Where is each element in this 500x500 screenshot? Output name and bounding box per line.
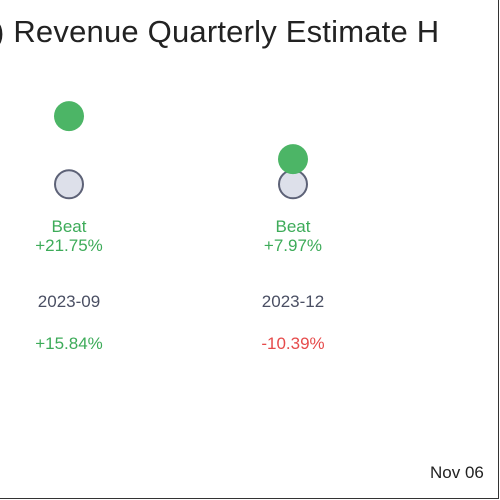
change-label: +15.84% bbox=[35, 334, 103, 353]
estimate-point bbox=[54, 169, 84, 200]
estimate-point bbox=[278, 169, 308, 200]
change-label: -10.39% bbox=[261, 334, 324, 353]
result-label: Beat bbox=[276, 217, 311, 236]
chart-title: ) Revenue Quarterly Estimate H bbox=[0, 14, 440, 49]
result-label: Beat bbox=[52, 217, 87, 236]
surprise-label: +21.75% bbox=[35, 236, 103, 255]
actual-point bbox=[54, 101, 84, 132]
period-label: 2023-09 bbox=[38, 292, 100, 311]
surprise-label: +7.97% bbox=[264, 236, 322, 255]
actual-point bbox=[278, 144, 308, 175]
period-label: 2023-12 bbox=[262, 292, 324, 311]
footer-date: Nov 06 bbox=[430, 463, 484, 482]
